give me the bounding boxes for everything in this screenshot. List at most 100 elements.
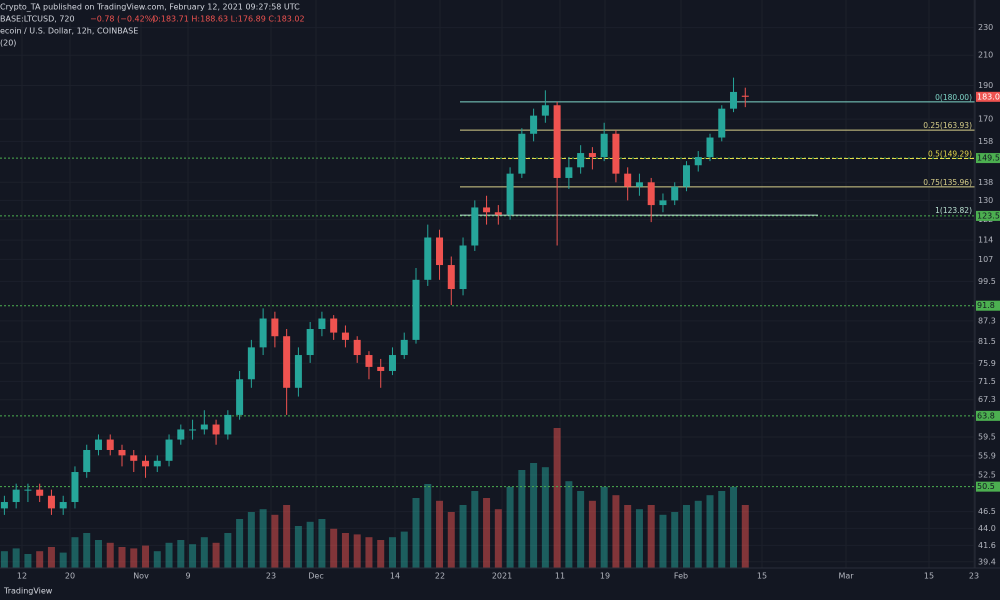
volume-bar [71,537,79,568]
volume-bar [47,547,55,568]
x-tick-label: 23 [969,572,979,581]
indicator: (20) [0,39,16,48]
level-tag [976,410,1000,421]
candle-body [424,237,432,280]
footer: TradingView [3,587,53,596]
level-tag [976,153,1000,164]
fib-label: 0.75(135.96) [923,178,972,187]
volume-bar [730,486,738,568]
level-tag [976,300,1000,311]
candle-body [471,207,479,246]
volume-bar [718,491,726,568]
volume-bar [635,509,643,568]
y-tick-label: 87.3 [978,316,996,325]
x-tick-label: 14 [390,572,400,581]
x-tick-label: 19 [600,572,610,581]
volume-bar [271,514,279,568]
candle-body [353,339,361,356]
volume-bar [341,533,349,568]
candle-body [635,182,643,187]
x-tick-label: 15 [924,572,934,581]
volume-bar [659,514,667,568]
candles [0,77,749,515]
volume-bar [306,521,314,568]
candle-body [388,355,396,371]
x-tick-label: 22 [435,572,445,581]
x-tick-label: 12 [17,572,27,581]
y-tick-label: 190 [978,81,993,90]
candle-body [377,366,385,371]
volume-bar [694,500,702,568]
volume-bar [24,554,32,568]
volume-bar [541,467,549,568]
candle-body [659,200,667,206]
y-tick-label: 59.5 [978,432,996,441]
y-tick-label: 130 [978,196,993,205]
y-tick-label: 158 [978,137,993,146]
volume-bar [177,540,185,568]
volume-bar [59,552,67,568]
volume-bar [0,551,8,568]
y-tick-label: 107 [978,255,993,264]
volume-bar [612,495,620,568]
ohlc: O:183.71 H:188.63 L:176.89 C:183.02 [152,15,305,24]
candle-body [330,318,338,333]
symbol: BASE:LTCUSD, 720 [0,15,75,24]
candle-body [294,355,302,388]
y-tick-label: 114 [978,236,993,245]
y-tick-label: 138 [978,178,993,187]
volume-bar [247,512,255,568]
volume-bar [294,526,302,568]
volume-bar [353,534,361,568]
candle-body [236,379,244,415]
candle-body [600,133,608,158]
volume-bar [94,540,102,568]
volume-bar [224,533,232,568]
level-tag [976,481,1000,492]
y-tick-label: 67.3 [978,395,996,404]
x-tick-label: 23 [266,572,276,581]
y-tick-label: 52.5 [978,470,996,479]
candle-body [259,318,267,348]
x-tick-label: Dec [308,572,323,581]
candle-body [718,108,726,138]
candle-body [24,489,32,491]
volume-bar [424,484,432,568]
candle-body [165,439,173,461]
candle-body [365,355,373,367]
fib-label: 1(123.82) [935,206,972,215]
fib-label: 0(180.00) [935,93,972,102]
volume-bar [471,491,479,568]
candle-body [682,165,690,187]
y-tick-label: 46.5 [978,507,996,516]
candle-body [341,332,349,340]
fib-label: 0.5(149.29) [928,149,972,158]
y-tick-label: 99.5 [978,277,996,286]
volume-bar [283,505,291,568]
volume-bar [212,542,220,568]
x-tick-label: 15 [757,572,767,581]
candle-body [271,318,279,337]
volume-bar [118,547,126,568]
volume-bar [412,498,420,568]
y-tick-label: 81.5 [978,337,996,346]
y-tick-label: 170 [978,115,993,124]
x-tick-label: 11 [555,572,565,581]
candle-body [494,212,502,215]
candle-body [12,489,20,503]
volume-bar [494,509,502,568]
volume-bar [377,540,385,568]
candle-body [189,429,197,431]
candle-body [671,186,679,201]
volume-bar [189,544,197,568]
level-tag [976,210,1000,221]
volume-bar [530,463,538,568]
volume-bar [553,428,561,568]
volume-bar [600,486,608,568]
candle-body [0,502,8,509]
candle-body [283,336,291,388]
volume-bar [706,495,714,568]
candle-body [588,153,596,158]
